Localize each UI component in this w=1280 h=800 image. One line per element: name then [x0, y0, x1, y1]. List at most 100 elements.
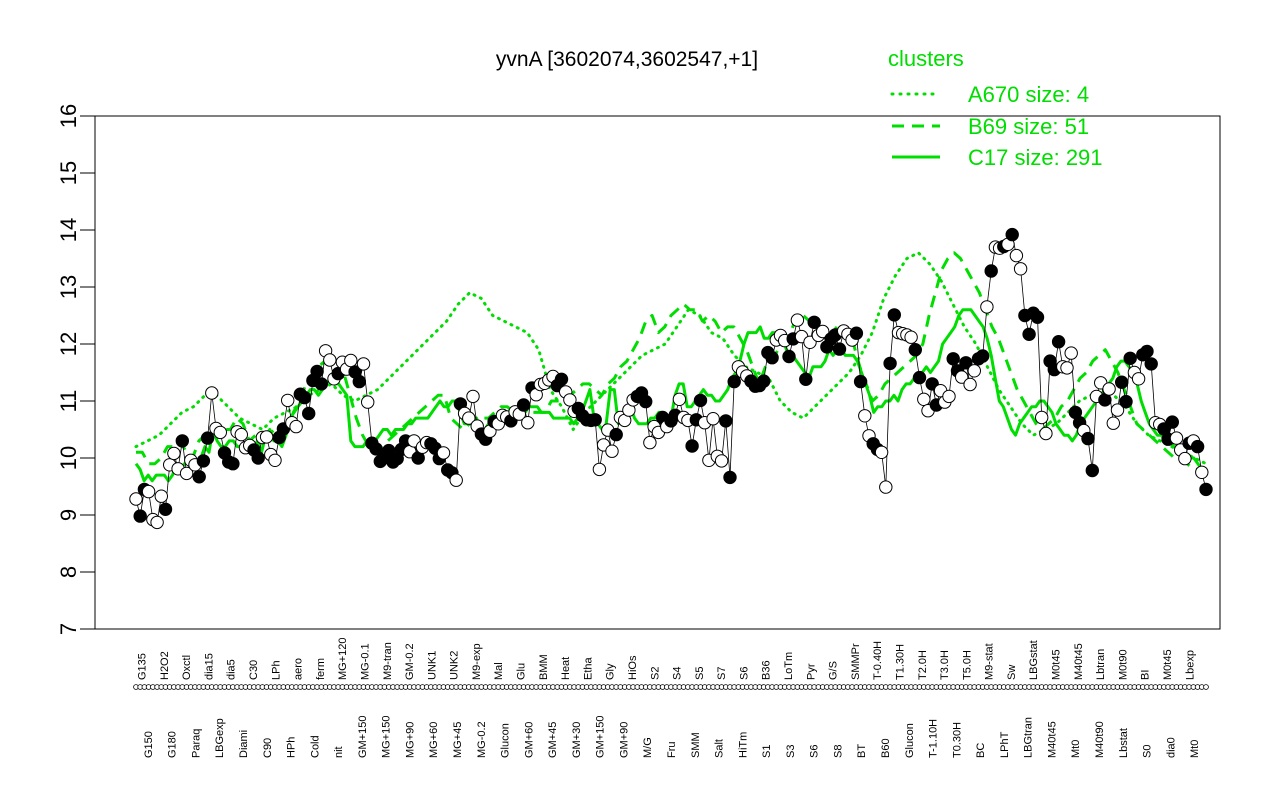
data-point	[150, 515, 164, 530]
data-point	[1115, 375, 1129, 389]
x-tick-label: Glucon	[500, 723, 512, 758]
y-tick-label: 11	[56, 390, 81, 413]
data-point	[352, 374, 366, 389]
x-tick-label: B36	[761, 660, 773, 680]
legend-label-c17: C17 size: 291	[968, 145, 1103, 170]
x-tick-label: G/S	[828, 661, 840, 680]
x-tick-label: M0t90	[1117, 649, 1129, 680]
x-tick-label: GM+90	[618, 722, 630, 758]
data-point	[141, 484, 156, 499]
y-tick-label: 14	[56, 218, 81, 242]
legend-label-b69: B69 size: 51	[968, 114, 1089, 139]
data-points	[129, 227, 1213, 530]
data-point	[154, 489, 169, 503]
x-tick-label: Salt	[714, 739, 726, 758]
data-point	[1190, 439, 1205, 454]
data-point	[757, 374, 771, 388]
data-point	[706, 412, 720, 426]
data-point	[462, 411, 476, 425]
x-tick-label: C90	[262, 738, 274, 758]
data-point	[1013, 262, 1028, 276]
data-point	[554, 372, 569, 386]
data-point	[976, 349, 990, 363]
x-tick-label: M9-exp	[471, 643, 483, 680]
x-tick-label: GM+150	[357, 716, 369, 759]
x-tick-label: MG+60	[428, 722, 440, 758]
x-tick-label: MG-0.1	[360, 643, 372, 680]
x-tick-label: S0	[1142, 745, 1154, 758]
x-tick-label: MG+90	[404, 722, 416, 758]
data-point	[251, 451, 265, 465]
x-tick-label: Paraq	[190, 729, 202, 758]
data-point	[234, 427, 249, 442]
data-point	[908, 343, 922, 357]
data-point	[723, 470, 737, 485]
data-point	[167, 446, 181, 461]
x-tick-label: S6	[809, 745, 821, 758]
data-point	[1169, 431, 1184, 445]
x-tick-label: B60	[880, 738, 892, 758]
x-tick-label: Mt0	[1070, 740, 1082, 758]
chart-title: yvnA [3602074,3602547,+1]	[496, 48, 758, 71]
data-point	[1178, 451, 1192, 466]
x-tick-label: S1	[761, 745, 773, 758]
x-tick-label: SMM	[690, 732, 702, 758]
data-point	[158, 502, 173, 516]
data-point	[588, 413, 602, 427]
data-point	[1030, 310, 1045, 324]
x-tick-label: Lbexp	[1184, 650, 1196, 680]
data-point	[609, 427, 623, 442]
x-tick-label: LBGtran	[1023, 717, 1035, 758]
x-tick-label: Mt0	[1189, 740, 1201, 758]
data-point	[268, 453, 282, 467]
data-point	[605, 444, 619, 458]
data-point	[1165, 415, 1180, 429]
data-point	[1195, 465, 1209, 479]
x-tick-label: dia15	[203, 653, 215, 680]
data-point	[205, 386, 219, 400]
legend-title: clusters	[888, 46, 964, 71]
x-axis: G135 H2O2 Oxctl dia15 dia5 C30 LPh aero ferm MG+1…	[133, 638, 1209, 759]
data-point	[466, 389, 480, 404]
data-point	[963, 377, 977, 392]
data-point	[1009, 248, 1024, 263]
data-point	[129, 492, 143, 506]
data-point	[883, 356, 897, 371]
data-point	[1119, 394, 1133, 409]
cluster-lines	[134, 251, 1208, 483]
data-point	[1081, 431, 1095, 446]
x-tick-label: M9-tran	[382, 642, 394, 680]
x-tick-label: Glucon	[904, 723, 916, 758]
data-point	[858, 409, 872, 423]
data-point	[361, 395, 375, 409]
data-point	[639, 394, 653, 409]
x-tick-label: SMMPr	[850, 643, 862, 680]
x-tick-label: Oxctl	[181, 655, 193, 680]
data-point	[1110, 403, 1125, 417]
data-point	[832, 342, 847, 356]
data-point	[1102, 382, 1116, 396]
x-tick-label: HiOs	[627, 655, 639, 680]
data-point	[980, 300, 994, 314]
x-tick-label: Glu	[516, 663, 528, 680]
data-point	[693, 393, 708, 408]
x-tick-label: LBGstat	[1028, 640, 1040, 680]
x-tick-label: C30	[248, 660, 260, 680]
data-point	[765, 351, 779, 365]
x-tick-label: M0t45	[1162, 649, 1174, 680]
data-point	[672, 392, 687, 406]
x-tick-label: GM-0.2	[404, 643, 416, 680]
data-point	[874, 445, 889, 459]
data-point	[816, 324, 830, 339]
x-tick-label: MG+150	[381, 716, 393, 759]
y-tick-label: 12	[56, 332, 81, 356]
x-tick-label: Cold	[309, 735, 321, 758]
data-point	[516, 398, 531, 412]
data-line	[135, 233, 1207, 524]
legend: clusters A670 size: 4 B69 size: 51 C17 s…	[888, 46, 1103, 170]
x-tick-label: G180	[167, 731, 179, 758]
x-tick-label: BT	[856, 744, 868, 758]
x-tick-label: S4	[672, 667, 684, 680]
x-tick-label: BMM	[538, 654, 550, 680]
